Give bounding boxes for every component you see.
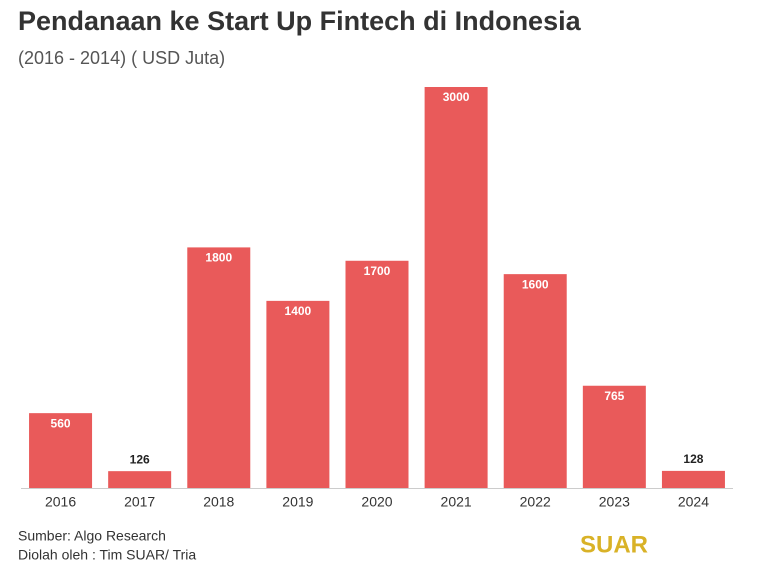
value-label: 128 xyxy=(683,452,703,466)
bar xyxy=(266,300,330,488)
bar xyxy=(345,260,409,488)
chart-subtitle: (2016 - 2014) ( USD Juta) xyxy=(18,48,225,68)
value-label: 126 xyxy=(130,452,150,466)
bar xyxy=(187,247,251,488)
bar xyxy=(661,470,725,488)
x-tick-label: 2016 xyxy=(45,494,76,510)
value-label: 1800 xyxy=(205,251,232,265)
chart-title: Pendanaan ke Start Up Fintech di Indones… xyxy=(18,6,582,36)
x-tick-label: 2024 xyxy=(678,494,709,510)
value-label: 765 xyxy=(604,389,624,403)
x-tick-label: 2020 xyxy=(361,494,392,510)
value-label: 1600 xyxy=(522,277,549,291)
value-label: 560 xyxy=(51,416,71,430)
x-tick-label: 2018 xyxy=(203,494,234,510)
x-tick-label: 2022 xyxy=(520,494,551,510)
source: Sumber: Algo Research xyxy=(18,528,166,544)
bar xyxy=(108,471,172,488)
bar xyxy=(582,385,646,488)
x-tick-label: 2021 xyxy=(441,494,472,510)
value-label: 1400 xyxy=(285,304,312,318)
x-tick-label: 2017 xyxy=(124,494,155,510)
credit: Diolah oleh : Tim SUAR/ Tria xyxy=(18,547,196,563)
bar xyxy=(29,413,93,488)
value-label: 3000 xyxy=(443,90,470,104)
value-label: 1700 xyxy=(364,264,391,278)
bar xyxy=(503,274,567,488)
bar xyxy=(424,87,488,488)
x-tick-label: 2019 xyxy=(282,494,313,510)
logo: SUAR xyxy=(580,531,648,558)
x-tick-label: 2023 xyxy=(599,494,630,510)
